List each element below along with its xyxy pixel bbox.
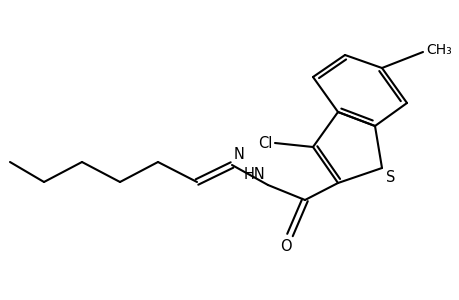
Text: N: N [234,147,244,162]
Text: HN: HN [243,167,264,182]
Text: CH₃: CH₃ [425,43,451,57]
Text: Cl: Cl [258,136,272,151]
Text: O: O [280,239,291,254]
Text: S: S [385,170,395,185]
